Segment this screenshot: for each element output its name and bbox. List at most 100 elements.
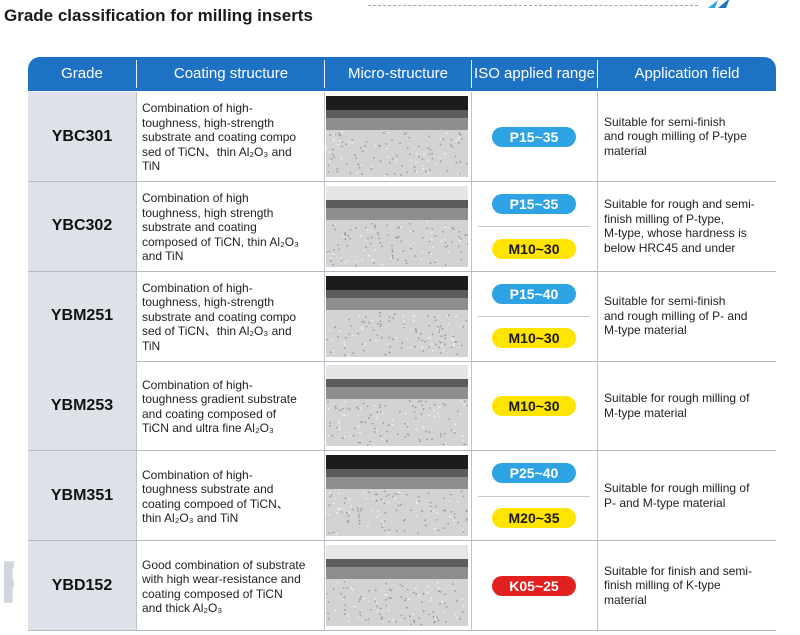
coating-line: thin Al₂O₃ and TiN xyxy=(142,511,239,526)
column-divider xyxy=(597,541,598,630)
coating-structure-text: Combination of high-toughness, high-stre… xyxy=(136,272,324,361)
application-line: Suitable for rough milling of xyxy=(604,481,750,496)
table-row: YBM351 Combination of high-toughness subs… xyxy=(28,451,776,542)
micro-structure-image xyxy=(326,96,468,177)
application-line: Suitable for rough and semi- xyxy=(604,197,755,212)
application-line: material xyxy=(604,143,647,158)
page-title: Grade classification for milling inserts xyxy=(4,6,313,25)
application-field-text: Suitable for rough and semi-finish milli… xyxy=(598,182,776,271)
micro-structure-image xyxy=(326,455,468,537)
watermark-fragment: R xyxy=(0,548,14,618)
coating-line: substrate and coating xyxy=(142,220,257,235)
iso-slot: M20~35 xyxy=(472,496,596,541)
micrograph-image xyxy=(326,96,468,177)
application-line: Suitable for rough milling of xyxy=(604,391,750,406)
micro-structure-image xyxy=(326,185,468,267)
coating-structure-text: Combination of high toughness, high stren… xyxy=(136,182,324,271)
column-divider xyxy=(597,361,598,451)
iso-divider xyxy=(478,316,590,318)
column-divider xyxy=(597,92,598,181)
application-line: Suitable for finish and semi- xyxy=(604,563,753,578)
row-divider xyxy=(28,540,776,542)
coating-line: toughness, high-strength xyxy=(142,115,275,130)
application-field-text: Suitable for semi-finish and rough millin… xyxy=(598,92,776,181)
grade-table: Grade Coating structure Micro-structure … xyxy=(28,57,776,635)
column-divider xyxy=(324,451,325,541)
header-micro-structure: Micro-structure xyxy=(347,65,448,82)
iso-range-cell: P15~35 M10~30 xyxy=(472,182,596,271)
coating-structure-text: Combination of high-toughness gradient s… xyxy=(136,361,324,450)
column-divider xyxy=(471,361,472,451)
coating-line: and thick Al₂O₃ xyxy=(142,601,223,615)
column-divider xyxy=(597,181,598,271)
application-line: M-type material xyxy=(604,323,687,338)
coating-line: substrate and coating compo xyxy=(142,130,297,145)
coating-line: coating compoed of TiCN、 xyxy=(142,496,289,511)
coating-line: and TiN xyxy=(142,249,184,264)
micrograph-image xyxy=(326,545,468,626)
coating-line: toughness substrate and xyxy=(142,482,274,497)
row-divider xyxy=(28,270,776,272)
application-field-text: Suitable for rough milling of P- and M-ty… xyxy=(598,451,776,540)
column-divider xyxy=(324,271,325,361)
table-row: YBM253 Combination of high-toughness grad… xyxy=(28,361,776,452)
grade-code: YBC302 xyxy=(28,181,136,271)
coating-line: Combination of high- xyxy=(142,467,253,482)
coating-structure-text: Good combination of substrate with high w… xyxy=(136,541,324,630)
application-line: Suitable for semi-finish xyxy=(604,294,726,309)
coating-line: toughness, high strength xyxy=(142,205,274,220)
coating-line: composed of TiCN, thin Al₂O₃ xyxy=(142,234,299,249)
iso-slot: P15~40 xyxy=(472,272,596,317)
iso-slot: P25~40 xyxy=(472,451,596,496)
iso-range-badge: P15~35 xyxy=(492,126,576,147)
application-line: finish milling of K-type xyxy=(604,578,721,593)
grade-code: YBM253 xyxy=(28,361,136,451)
coating-line: TiCN and ultra fine Al₂O₃ xyxy=(142,421,274,436)
column-divider xyxy=(324,541,325,630)
column-divider xyxy=(324,181,325,271)
header-grade: Grade xyxy=(61,65,103,82)
column-divider xyxy=(471,541,472,630)
column-divider xyxy=(324,92,325,181)
column-divider xyxy=(136,451,137,541)
iso-slot: M10~30 xyxy=(472,316,596,361)
application-line: Suitable for semi-finish xyxy=(604,114,726,129)
grade-code: YBD152 xyxy=(28,541,136,630)
table-row: YBM251 Combination of high-toughness, hig… xyxy=(28,271,776,362)
table-row: YBD152 Good combination of substrate with … xyxy=(28,541,776,631)
coating-line: coating composed of TiCN xyxy=(142,586,283,601)
coating-line: toughness gradient substrate xyxy=(142,392,297,407)
row-divider xyxy=(28,181,776,182)
iso-range-badge: P15~35 xyxy=(492,194,576,215)
iso-slot: K05~25 xyxy=(472,541,596,630)
column-divider xyxy=(471,451,472,541)
iso-range-cell: K05~25 xyxy=(472,541,596,630)
column-divider xyxy=(471,181,472,271)
row-divider xyxy=(28,630,776,631)
iso-divider xyxy=(478,495,590,497)
column-divider xyxy=(597,451,598,541)
column-divider xyxy=(136,271,137,361)
micro-structure-image xyxy=(326,545,468,626)
coating-line: Good combination of substrate xyxy=(142,557,306,572)
column-divider xyxy=(471,271,472,361)
header-coating-structure: Coating structure xyxy=(173,65,289,82)
coating-line: and coating composed of xyxy=(142,406,277,421)
coating-line: sed of TiCN、thin Al₂O₃ and xyxy=(142,144,292,159)
brand-swoosh-icon xyxy=(708,0,730,8)
header-divider xyxy=(597,60,598,88)
iso-range-badge: M10~30 xyxy=(492,395,576,416)
application-line: M-type, whose hardness is xyxy=(604,226,747,241)
column-divider xyxy=(136,361,137,451)
application-field-text: Suitable for rough milling of M-type mate… xyxy=(598,361,776,450)
coating-structure-text: Combination of high-toughness, high-stre… xyxy=(136,92,324,181)
coating-line: toughness, high-strength xyxy=(142,295,275,310)
table-row: YBC302 Combination of high toughness, high… xyxy=(28,181,776,272)
grade-code: YBM351 xyxy=(28,451,136,541)
coating-line: Combination of high xyxy=(142,191,249,206)
iso-range-badge: M10~30 xyxy=(492,238,576,259)
iso-slot: M10~30 xyxy=(472,226,596,271)
iso-slot: P15~35 xyxy=(472,182,596,227)
header-iso-range: ISO applied range xyxy=(474,65,595,82)
micrograph-image xyxy=(326,275,468,357)
